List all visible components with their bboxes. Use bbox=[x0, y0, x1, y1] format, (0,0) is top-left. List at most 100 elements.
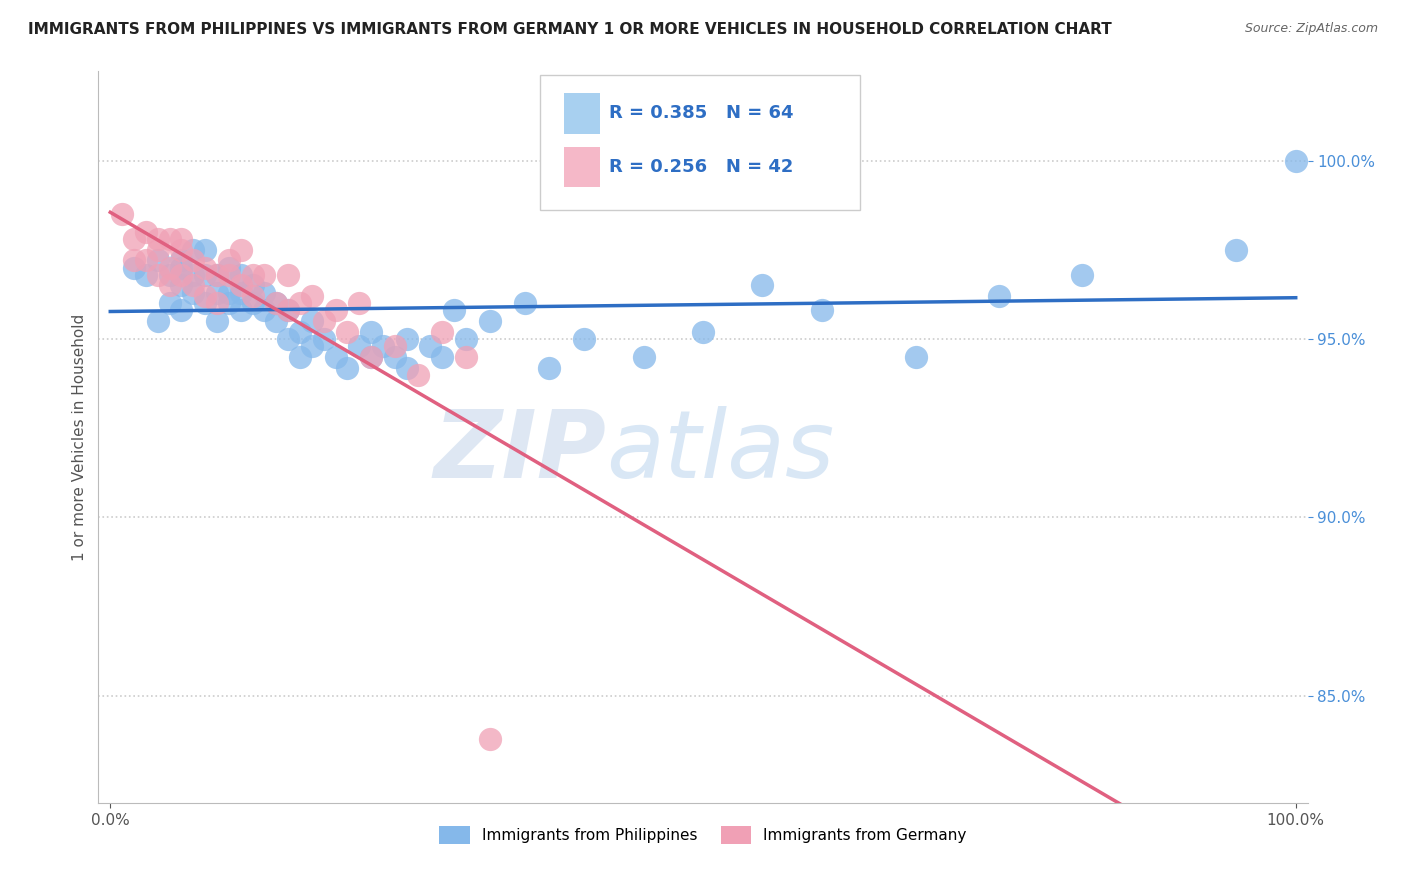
Legend: Immigrants from Philippines, Immigrants from Germany: Immigrants from Philippines, Immigrants … bbox=[433, 820, 973, 850]
Point bbox=[122, 232, 145, 246]
Point bbox=[443, 303, 465, 318]
Point bbox=[537, 360, 560, 375]
Point bbox=[253, 268, 276, 282]
Point bbox=[159, 260, 181, 275]
Point bbox=[336, 360, 359, 375]
Point bbox=[135, 268, 157, 282]
Point bbox=[218, 260, 240, 275]
Text: R = 0.256   N = 42: R = 0.256 N = 42 bbox=[609, 158, 793, 177]
Point bbox=[1071, 268, 1094, 282]
Point bbox=[146, 253, 169, 268]
Point bbox=[419, 339, 441, 353]
Point bbox=[395, 332, 418, 346]
Point bbox=[242, 268, 264, 282]
Point bbox=[218, 296, 240, 310]
Point bbox=[159, 232, 181, 246]
Bar bbox=[564, 94, 600, 134]
Point bbox=[432, 350, 454, 364]
Point bbox=[194, 289, 217, 303]
Point bbox=[277, 303, 299, 318]
Point bbox=[264, 296, 287, 310]
Point bbox=[181, 278, 204, 293]
Point bbox=[301, 289, 323, 303]
Point bbox=[242, 278, 264, 293]
Point bbox=[205, 296, 228, 310]
Point bbox=[122, 253, 145, 268]
Point bbox=[371, 339, 394, 353]
Point bbox=[170, 278, 193, 293]
Point bbox=[301, 339, 323, 353]
Text: R = 0.385   N = 64: R = 0.385 N = 64 bbox=[609, 104, 793, 122]
Point bbox=[194, 243, 217, 257]
Point bbox=[229, 278, 252, 293]
Point bbox=[395, 360, 418, 375]
Bar bbox=[564, 146, 600, 187]
Point bbox=[692, 325, 714, 339]
Point bbox=[229, 268, 252, 282]
Point bbox=[218, 285, 240, 300]
Point bbox=[277, 332, 299, 346]
FancyBboxPatch shape bbox=[540, 75, 860, 211]
Point bbox=[988, 289, 1011, 303]
Point bbox=[135, 253, 157, 268]
Point bbox=[253, 303, 276, 318]
Point bbox=[194, 260, 217, 275]
Point bbox=[205, 268, 228, 282]
Point bbox=[384, 339, 406, 353]
Point bbox=[229, 243, 252, 257]
Point bbox=[347, 339, 370, 353]
Point bbox=[277, 268, 299, 282]
Point bbox=[205, 268, 228, 282]
Text: ZIP: ZIP bbox=[433, 406, 606, 498]
Point bbox=[159, 296, 181, 310]
Text: IMMIGRANTS FROM PHILIPPINES VS IMMIGRANTS FROM GERMANY 1 OR MORE VEHICLES IN HOU: IMMIGRANTS FROM PHILIPPINES VS IMMIGRANT… bbox=[28, 22, 1112, 37]
Point bbox=[205, 314, 228, 328]
Point bbox=[384, 350, 406, 364]
Point bbox=[194, 296, 217, 310]
Point bbox=[810, 303, 832, 318]
Point bbox=[360, 350, 382, 364]
Point bbox=[301, 314, 323, 328]
Point bbox=[146, 268, 169, 282]
Point bbox=[181, 253, 204, 268]
Point bbox=[633, 350, 655, 364]
Point bbox=[325, 350, 347, 364]
Point bbox=[194, 268, 217, 282]
Point bbox=[122, 260, 145, 275]
Point bbox=[242, 289, 264, 303]
Y-axis label: 1 or more Vehicles in Household: 1 or more Vehicles in Household bbox=[72, 313, 87, 561]
Point bbox=[478, 314, 501, 328]
Point bbox=[288, 296, 311, 310]
Point bbox=[264, 296, 287, 310]
Point bbox=[574, 332, 596, 346]
Point bbox=[181, 285, 204, 300]
Point bbox=[336, 325, 359, 339]
Point bbox=[170, 268, 193, 282]
Point bbox=[146, 243, 169, 257]
Point bbox=[360, 350, 382, 364]
Point bbox=[312, 332, 335, 346]
Point bbox=[1225, 243, 1247, 257]
Point bbox=[432, 325, 454, 339]
Point bbox=[905, 350, 928, 364]
Point bbox=[181, 243, 204, 257]
Point bbox=[454, 332, 477, 346]
Point bbox=[111, 207, 134, 221]
Point bbox=[751, 278, 773, 293]
Text: atlas: atlas bbox=[606, 406, 835, 497]
Point bbox=[218, 253, 240, 268]
Point bbox=[242, 296, 264, 310]
Point bbox=[325, 303, 347, 318]
Point bbox=[170, 253, 193, 268]
Point bbox=[229, 285, 252, 300]
Point bbox=[146, 232, 169, 246]
Point bbox=[159, 278, 181, 293]
Point bbox=[159, 268, 181, 282]
Point bbox=[205, 285, 228, 300]
Point bbox=[170, 303, 193, 318]
Point bbox=[146, 314, 169, 328]
Point bbox=[277, 303, 299, 318]
Point bbox=[288, 350, 311, 364]
Text: Source: ZipAtlas.com: Source: ZipAtlas.com bbox=[1244, 22, 1378, 36]
Point bbox=[229, 303, 252, 318]
